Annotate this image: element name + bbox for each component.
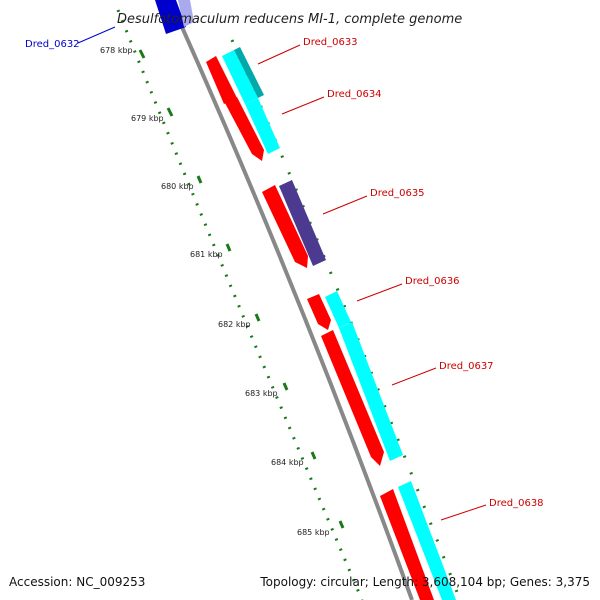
major-tick <box>310 451 317 460</box>
gene-dred-0638-hit <box>398 481 456 600</box>
major-tick <box>196 175 203 184</box>
gene-dred-0634-hit <box>245 98 280 154</box>
major-tick <box>166 107 174 117</box>
gene-dred-0632-hit <box>178 0 194 27</box>
gene-labels: Dred_0632 Dred_0633 Dred_0634 Dred_0635 … <box>25 37 544 509</box>
gene-dred-0637-hit <box>339 322 403 461</box>
gene-label-dred-0634[interactable]: Dred_0634 <box>327 89 382 100</box>
scale-labels: 678 kbp 679 kbp 680 kbp 681 kbp 682 kbp … <box>100 46 330 537</box>
kbp-label: 680 kbp <box>161 182 194 191</box>
leader-dred-0638 <box>440 504 487 521</box>
map-title: Desulfotomaculum reducens MI-1, complete… <box>117 12 462 27</box>
kbp-label: 678 kbp <box>100 46 133 55</box>
major-tick <box>254 313 261 322</box>
gene-dred-0633-hit <box>222 50 258 104</box>
kbp-label: 681 kbp <box>190 250 223 259</box>
major-tick <box>138 49 146 59</box>
leader-dred-0633 <box>257 44 301 65</box>
scale-major-ticks <box>138 49 345 529</box>
major-tick <box>282 382 289 391</box>
leader-dred-0637 <box>391 367 437 386</box>
label-leaders <box>77 26 487 521</box>
genome-summary: Topology: circular; Length: 3,608,104 bp… <box>260 575 590 589</box>
scale-ruler <box>116 9 364 600</box>
gene-dred-0634-feature[interactable] <box>225 97 264 161</box>
gene-dred-0635-hit <box>279 180 326 266</box>
kbp-label: 684 kbp <box>271 458 304 467</box>
gene-dred-0636-feature[interactable] <box>307 294 331 330</box>
genome-backbone <box>168 0 414 600</box>
kbp-label: 679 kbp <box>131 114 164 123</box>
gene-dred-0636-hit <box>325 291 351 328</box>
gene-dred-0632-feature[interactable] <box>155 0 186 34</box>
major-tick <box>225 243 232 252</box>
accession-label: Accession: NC_009253 <box>9 575 146 589</box>
gene-label-dred-0636[interactable]: Dred_0636 <box>405 276 460 287</box>
leader-dred-0636 <box>356 283 403 302</box>
gene-dred-0635-feature[interactable] <box>262 185 308 268</box>
major-tick <box>338 520 345 529</box>
gene-label-dred-0637[interactable]: Dred_0637 <box>439 361 494 372</box>
gene-label-dred-0633[interactable]: Dred_0633 <box>303 37 358 48</box>
leader-dred-0632 <box>77 26 116 44</box>
gene-dred-0637-feature[interactable] <box>321 330 384 466</box>
gene-dred-0633-hit-strip <box>234 47 264 98</box>
gene-label-dred-0632[interactable]: Dred_0632 <box>25 39 80 50</box>
kbp-label: 683 kbp <box>245 389 278 398</box>
gene-dred-0633-feature[interactable] <box>206 56 237 104</box>
gene-label-dred-0635[interactable]: Dred_0635 <box>370 188 425 199</box>
leader-dred-0634 <box>281 96 325 115</box>
kbp-label: 685 kbp <box>297 528 330 537</box>
leader-dred-0635 <box>322 195 368 215</box>
kbp-label: 682 kbp <box>218 320 251 329</box>
gene-label-dred-0638[interactable]: Dred_0638 <box>489 498 544 509</box>
gene-dred-0638-feature[interactable] <box>380 489 434 600</box>
